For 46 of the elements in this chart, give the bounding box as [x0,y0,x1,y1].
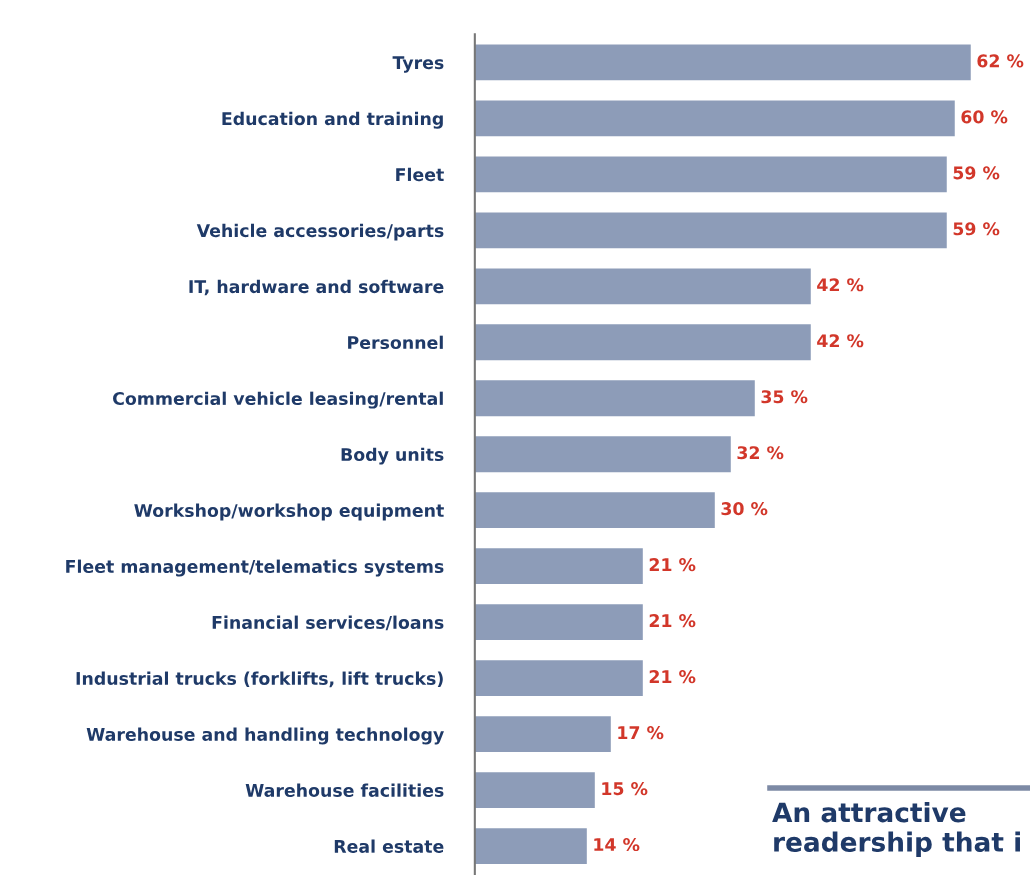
data-label: 59 % [953,166,1000,180]
data-label: 14 % [594,837,640,852]
y-tick-label: Commercial vehicle leasing/rental [113,391,443,409]
y-tick-label: Real estate [334,839,444,853]
data-label: 62 % [977,54,1024,68]
data-label: 21 % [649,558,696,572]
y-tick-label: Vehicle accessories/parts [196,223,444,241]
data-label: 42 % [817,334,864,348]
data-label: 21 % [649,670,696,684]
bar [474,268,811,305]
y-tick-label: Workshop/workshop equipment [134,503,444,521]
y-tick-label: Tyres [392,56,444,73]
bar [474,212,947,249]
bar [474,436,731,473]
y-tick-label: Body units [341,447,444,465]
bar [474,156,947,193]
bar [474,828,587,864]
data-label: 32 % [737,446,784,460]
data-label: 15 % [602,782,648,796]
bar [474,772,595,809]
bar [474,604,643,641]
bar [474,548,643,585]
y-tick-label: IT, hardware and software [189,279,444,296]
data-label: 30 % [721,502,768,516]
y-tick-label: Warehouse facilities [245,783,444,797]
data-label: 60 % [961,110,1008,124]
annotation: An attractive readership that i [772,802,1020,858]
data-label: 21 % [649,614,696,628]
bar [474,380,755,417]
y-tick-label: Fleet management/telematics systems [66,559,444,577]
y-tick-label: Financial services/loans [212,615,444,631]
data-label: 17 % [618,726,664,740]
bar [474,100,955,137]
data-label: 42 % [817,278,864,292]
y-tick-label: Warehouse and handling technology [86,727,444,745]
y-tick-label: Industrial trucks (forklifts, lift trucks) [76,671,443,688]
data-label: 35 % [761,390,808,404]
bar [474,324,811,361]
bar [474,492,715,529]
data-label: 59 % [953,222,1000,236]
bar [474,660,643,697]
y-tick-label: Personnel [348,335,443,350]
bar [474,44,971,81]
y-tick-label: Fleet [396,167,444,182]
bar [474,716,611,753]
y-tick-label: Education and training [222,111,443,129]
